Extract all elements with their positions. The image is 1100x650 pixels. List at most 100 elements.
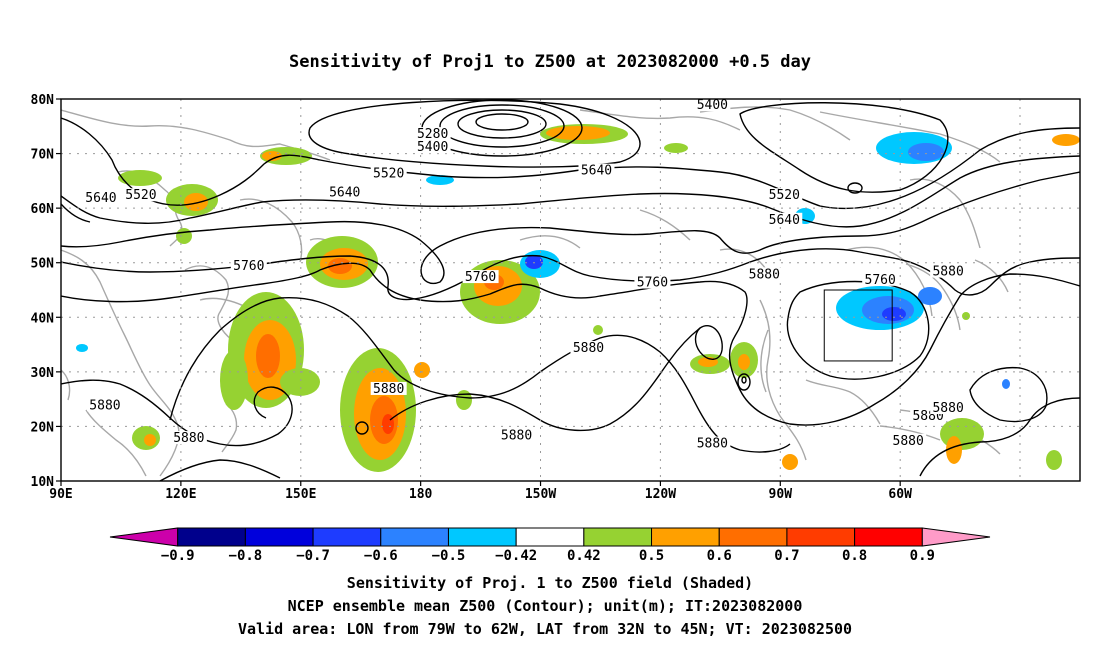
colorbar-label: 0.42 xyxy=(567,548,601,564)
contour-label: 5640 xyxy=(85,191,116,206)
contour-label-bg xyxy=(634,275,671,289)
contour-label: 5880 xyxy=(932,265,963,280)
colorbar-swatch xyxy=(177,527,246,547)
contour-label-bg xyxy=(930,401,967,415)
colorbar-label: 0.8 xyxy=(842,548,867,564)
colorbar-label: 0.5 xyxy=(639,548,664,564)
contour-label-bg xyxy=(82,190,119,204)
contour-label-bg xyxy=(230,259,267,273)
colorbar-label: −0.5 xyxy=(432,548,466,564)
latitude-ticks: 80N 70N 60N 50N 40N 30N 20N 10N xyxy=(31,93,61,490)
contour-label: 5520 xyxy=(125,188,156,203)
contour-label: 5640 xyxy=(329,186,360,201)
lon-tick-label: 60W xyxy=(888,487,912,502)
colorbar-label: 0.6 xyxy=(707,548,732,564)
lon-tick-label: 150W xyxy=(525,487,556,502)
colorbar-label: −0.6 xyxy=(364,548,398,564)
colorbar: −0.9 −0.8 −0.7 −0.6 −0.5 −0.42 0.42 0.5 0.6 0.7 0.… xyxy=(109,527,991,564)
contour-label-bg xyxy=(694,99,731,112)
contour-label-bg xyxy=(326,185,363,199)
contour-label: 5760 xyxy=(637,276,668,291)
contour-label-bg xyxy=(170,431,207,445)
contour-label: 5880 xyxy=(893,434,924,449)
contour-label: 5880 xyxy=(89,398,120,413)
contour-label: 5880 xyxy=(173,431,204,446)
contour-label: 5880 xyxy=(932,401,963,416)
longitude-ticks: 90E 120E 150E 180 150W 120W 90W 60W xyxy=(49,481,912,502)
colorbar-swatch xyxy=(718,527,788,547)
lon-tick-label: 120E xyxy=(165,487,196,502)
contour-label: 5760 xyxy=(865,273,896,288)
colorbar-label: −0.9 xyxy=(161,548,195,564)
contour-label: 5760 xyxy=(233,259,264,274)
lat-tick-label: 80N xyxy=(31,93,55,108)
contour-label: 5640 xyxy=(581,164,612,179)
colorbar-swatch xyxy=(312,527,382,547)
contour-label-bg xyxy=(570,341,607,355)
contour-label-bg xyxy=(462,270,499,284)
footer-line-2: NCEP ensemble mean Z500 (Contour); unit(… xyxy=(288,597,803,615)
lat-tick-label: 40N xyxy=(31,311,55,326)
lat-tick-label: 50N xyxy=(31,257,55,272)
contour-label: 5520 xyxy=(769,188,800,203)
contour-label: 5400 xyxy=(417,140,448,155)
contour-label: 5880 xyxy=(697,437,728,452)
footer-line-3: Valid area: LON from 79W to 62W, LAT fro… xyxy=(238,620,852,638)
lat-tick-label: 10N xyxy=(31,475,55,490)
colorbar-swatch xyxy=(786,527,856,547)
contour-label: 5880 xyxy=(501,428,532,443)
contour-label-bg xyxy=(890,433,927,447)
contour-label: 5400 xyxy=(697,98,728,113)
contour-label-bg xyxy=(370,166,407,180)
colorbar-swatch xyxy=(583,527,653,547)
contour-label-bg xyxy=(694,436,731,450)
colorbar-swatch xyxy=(244,527,314,547)
contour-label-bg xyxy=(766,212,803,226)
valid-area-box xyxy=(823,289,893,362)
lat-tick-label: 60N xyxy=(31,202,55,217)
map-frame xyxy=(60,98,1081,482)
colorbar-arrow-high xyxy=(921,527,991,547)
contour-label-bg xyxy=(86,398,123,412)
colorbar-swatch xyxy=(515,527,585,547)
contour-label-bg xyxy=(930,264,967,278)
figure-title: Sensitivity of Proj1 to Z500 at 20230820… xyxy=(289,52,811,72)
colorbar-swatch xyxy=(854,527,923,547)
colorbar-swatch xyxy=(651,527,720,547)
footer-line-1: Sensitivity of Proj. 1 to Z500 field (Sh… xyxy=(347,574,753,592)
contour-label-bg xyxy=(370,381,407,395)
lat-tick-label: 70N xyxy=(31,148,55,163)
colorbar-label: −0.42 xyxy=(495,548,537,564)
lon-tick-label: 90W xyxy=(769,487,793,502)
contour-label-bg xyxy=(414,127,451,141)
colorbar-arrow-low xyxy=(109,527,179,547)
contour-label-bg xyxy=(122,188,159,202)
lon-tick-label: 150E xyxy=(285,487,316,502)
contour-label-bg xyxy=(498,428,535,442)
contour-label: 5520 xyxy=(373,166,404,181)
contour-label: 5760 xyxy=(465,270,496,285)
lat-tick-label: 30N xyxy=(31,366,55,381)
contour-label: 5880 xyxy=(573,341,604,356)
colorbar-swatch xyxy=(447,527,517,547)
contour-label-bg xyxy=(862,272,899,286)
colorbar-label: −0.8 xyxy=(229,548,263,564)
contour-label-bg xyxy=(766,188,803,202)
colorbar-label: −0.7 xyxy=(296,548,330,564)
contour-label-bg xyxy=(414,140,451,154)
contour-label: 5880 xyxy=(749,267,780,282)
contour-label: 5880 xyxy=(373,382,404,397)
z500-contours xyxy=(61,99,1080,481)
contour-label: 5640 xyxy=(769,213,800,228)
lon-tick-label: 120W xyxy=(645,487,676,502)
colorbar-label: 0.9 xyxy=(910,548,935,564)
lon-tick-label: 180 xyxy=(409,487,433,502)
colorbar-swatch xyxy=(380,527,449,547)
colorbar-label: 0.7 xyxy=(774,548,799,564)
contour-label-bg xyxy=(578,163,615,177)
lat-tick-label: 20N xyxy=(31,420,55,435)
contour-label: 5280 xyxy=(417,127,448,142)
